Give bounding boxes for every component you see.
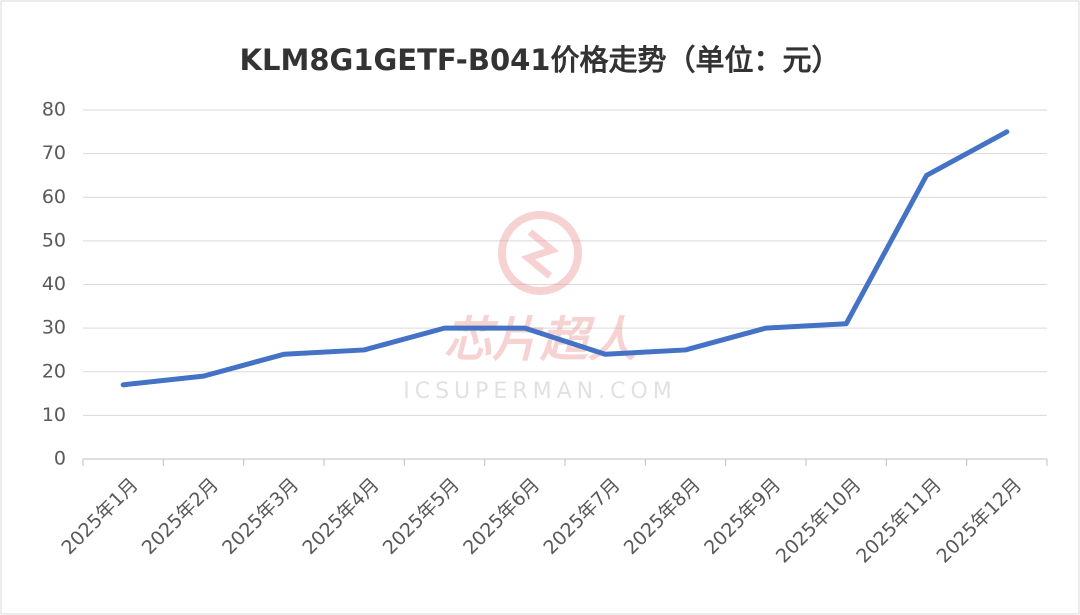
series-line	[120, 129, 1010, 388]
y-tick-label: 0	[54, 448, 66, 470]
y-tick-label: 60	[42, 186, 66, 208]
watermark-brand: 芯片超人	[444, 312, 636, 368]
watermark: 芯片超人 ICSUPERMAN.COM	[403, 211, 677, 404]
y-tick-label: 10	[42, 404, 66, 426]
chart-title: KLM8G1GETF-B041价格走势（单位：元）	[240, 43, 841, 77]
y-tick-label: 40	[42, 273, 66, 295]
y-tick-label: 80	[42, 99, 66, 121]
watermark-logo-mark	[520, 229, 560, 279]
y-tick-label: 50	[42, 229, 66, 251]
watermark-site: ICSUPERMAN.COM	[403, 379, 677, 404]
y-tick-label: 20	[42, 360, 66, 382]
y-tick-label: 30	[42, 317, 66, 339]
watermark-logo	[498, 211, 582, 295]
y-tick-label: 70	[42, 142, 66, 164]
